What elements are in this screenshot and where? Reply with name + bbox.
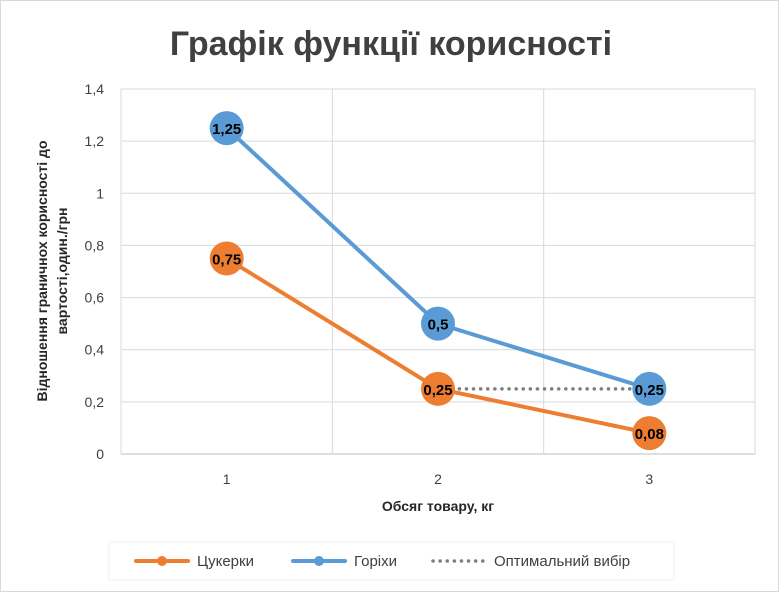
- legend-marker: [157, 556, 167, 566]
- series-layer: 0,75 0,25 0,08 1,25 0,5 0,25: [209, 111, 667, 451]
- data-point: [632, 371, 667, 406]
- series-line: [224, 256, 652, 436]
- y-axis-label-line-2: вартості,один./грн: [54, 208, 70, 335]
- data-point: [632, 416, 667, 451]
- y-axis-label: Відношення граничнох корисності до варто…: [34, 140, 70, 401]
- data-label: 0,25: [423, 382, 452, 399]
- y-tick-label: 1,4: [85, 81, 105, 97]
- data-label: 0,25: [635, 382, 664, 399]
- y-tick-label: 0,6: [85, 290, 105, 306]
- y-tick-labels: 0 0,2 0,4 0,6 0,8 1 1,2 1,4: [85, 81, 105, 462]
- legend-items: Цукерки Горіхи Оптимальний вибір: [134, 553, 630, 570]
- legend: Цукерки Горіхи Оптимальний вибір: [108, 541, 675, 581]
- legend-box: [108, 541, 675, 581]
- legend-label: Оптимальний вибір: [494, 553, 630, 570]
- data-label: 0,5: [428, 317, 449, 334]
- data-label: 0,75: [212, 251, 241, 268]
- x-tick-label: 1: [223, 471, 231, 487]
- y-tick-label: 0: [96, 446, 104, 462]
- y-tick-label: 0,8: [85, 237, 105, 253]
- x-tick-labels: 1 2 3: [223, 471, 654, 487]
- x-tick-label: 3: [645, 471, 653, 487]
- x-axis-label: Обсяг товару, кг: [382, 498, 494, 514]
- data-label: 0,08: [635, 426, 664, 443]
- chart-title: Графік функції корисності: [170, 25, 612, 63]
- data-point: [421, 371, 455, 406]
- data-point: [421, 306, 455, 341]
- y-axis-label-line-1: Відношення граничнох корисності до: [34, 140, 50, 401]
- legend-marker: [314, 556, 324, 566]
- y-tick-label: 1,2: [85, 133, 105, 149]
- data-point: [209, 241, 244, 276]
- y-tick-label: 1: [96, 185, 104, 201]
- legend-label: Цукерки: [197, 553, 254, 570]
- y-tick-label: 0,2: [85, 394, 105, 410]
- legend-label: Горіхи: [354, 553, 397, 570]
- data-label: 1,25: [212, 121, 241, 138]
- x-tick-label: 2: [434, 471, 442, 487]
- y-tick-label: 0,4: [85, 342, 105, 358]
- data-point: [209, 111, 244, 146]
